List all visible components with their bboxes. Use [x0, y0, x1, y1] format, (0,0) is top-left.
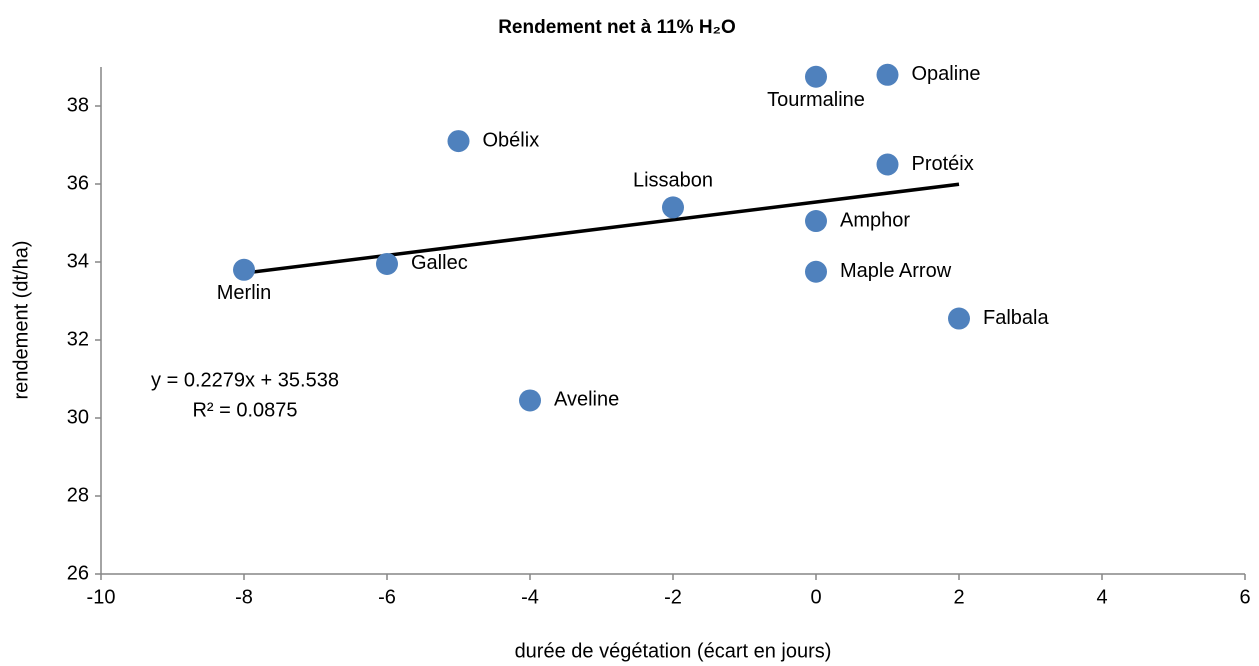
x-tick-label: -10 — [87, 586, 116, 608]
y-axis-label: rendement (dt/ha) — [10, 241, 32, 400]
point-label: Merlin — [217, 282, 271, 304]
y-tick-label: 26 — [67, 562, 89, 584]
point-label: Lissabon — [633, 170, 713, 192]
x-tick-label: -4 — [521, 586, 539, 608]
y-tick-label: 30 — [67, 406, 89, 428]
y-tick-label: 28 — [67, 484, 89, 506]
y-tick-label: 36 — [67, 172, 89, 194]
point — [805, 65, 827, 88]
point-label: Gallec — [411, 252, 468, 274]
x-axis-label: durée de végétation (écart en jours) — [515, 640, 832, 662]
point-label: Maple Arrow — [840, 260, 952, 282]
point-label: Protéix — [912, 153, 974, 175]
point-label: Obélix — [483, 129, 540, 151]
point-label: Tourmaline — [767, 89, 865, 111]
point — [805, 210, 827, 233]
y-tick-label: 38 — [67, 94, 89, 116]
x-tick-label: 6 — [1239, 586, 1250, 608]
point — [805, 260, 827, 283]
point-label: Falbala — [983, 307, 1049, 329]
y-tick-label: 34 — [67, 250, 89, 272]
x-tick-label: -2 — [664, 586, 682, 608]
x-tick-label: -8 — [235, 586, 253, 608]
trendline-r-squared: R² = 0.0875 — [192, 399, 297, 421]
x-tick-label: 4 — [1096, 586, 1107, 608]
point-label: Aveline — [554, 389, 619, 411]
y-tick-label: 32 — [67, 328, 89, 350]
x-tick-label: 2 — [953, 586, 964, 608]
x-tick-label: 0 — [810, 586, 821, 608]
point — [948, 307, 970, 330]
point-label: Amphor — [840, 209, 910, 231]
chart-title: Rendement net à 11% H₂O — [498, 17, 736, 38]
x-tick-label: -6 — [378, 586, 396, 608]
point-label: Opaline — [912, 63, 981, 85]
point — [376, 252, 398, 275]
point — [519, 389, 541, 412]
point — [876, 153, 899, 176]
point — [447, 130, 470, 153]
trendline — [243, 182, 960, 275]
point — [662, 196, 684, 219]
point — [876, 63, 899, 86]
trendline-equation: y = 0.2279x + 35.538 — [151, 369, 339, 391]
point — [233, 258, 255, 281]
